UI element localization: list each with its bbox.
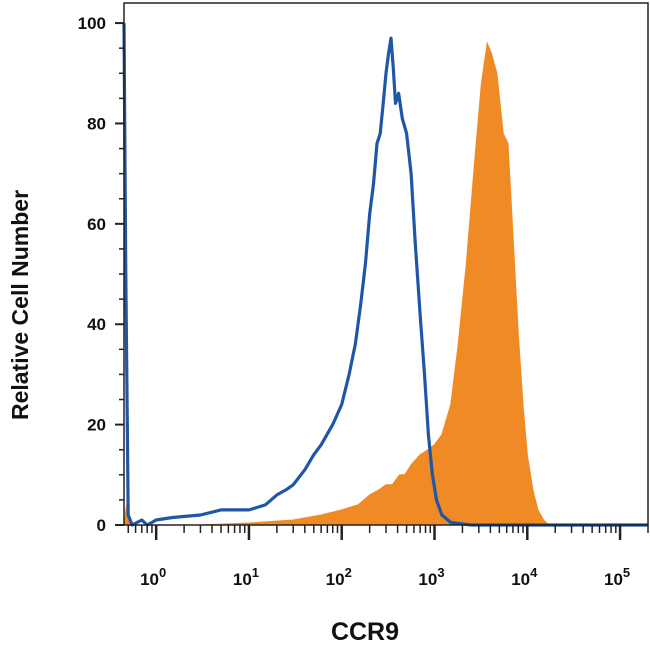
y-tick-label: 60	[87, 215, 106, 234]
x-tick-label: 104	[511, 565, 538, 589]
y-tick-label: 0	[97, 516, 106, 535]
y-axis-title: Relative Cell Number	[7, 190, 33, 420]
series-0-filled-area	[123, 41, 648, 526]
x-axis-title: CCR9	[331, 618, 399, 646]
y-tick-label: 80	[87, 114, 106, 133]
series-1-line	[122, 23, 648, 527]
x-tick-label: 105	[604, 565, 630, 589]
x-tick-label: 102	[326, 565, 352, 589]
y-tick-label: 20	[87, 416, 106, 435]
x-tick-label: 103	[418, 565, 444, 589]
x-tick-label: 100	[140, 565, 166, 589]
x-tick-label: 101	[233, 565, 259, 589]
y-tick-label: 100	[78, 14, 106, 33]
y-tick-label: 40	[87, 315, 106, 334]
plot-area: 0 20 40 60 80 100 100 101 102 103 104 105	[78, 2, 649, 589]
